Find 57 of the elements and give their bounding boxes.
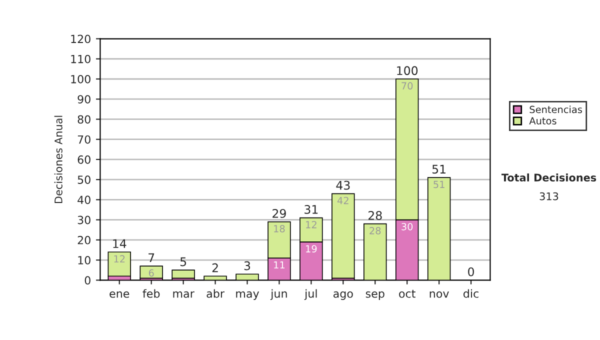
y-tick-label: 90: [78, 95, 90, 104]
total-label: 3: [244, 261, 250, 270]
total-label: 14: [113, 239, 126, 248]
text: Total Decisiones: [501, 173, 596, 182]
data-label: 6: [148, 269, 154, 277]
data-label: 11: [274, 261, 285, 268]
total-label: 2: [212, 263, 218, 272]
y-tick-label: 120: [71, 34, 90, 44]
data-label: 42: [337, 196, 348, 204]
y-tick-label: 110: [71, 54, 90, 64]
x-tick-label: sep: [366, 291, 384, 300]
total-label: 7: [148, 253, 154, 262]
data-label: 12: [114, 255, 125, 262]
x-tick-label: feb: [142, 289, 160, 298]
total-label: 31: [304, 204, 318, 214]
y-tick-label: 30: [78, 216, 90, 224]
y-tick-label: 20: [78, 236, 90, 244]
total-label: 100: [397, 66, 418, 76]
total-label: 29: [272, 208, 286, 218]
text: 313: [540, 192, 558, 200]
y-tick-label: 40: [78, 196, 90, 204]
x-tick-label: ago: [333, 291, 353, 300]
x-tick-label: jul: [304, 289, 317, 300]
x-tick-label: nov: [430, 291, 449, 298]
data-label: 30: [402, 223, 413, 230]
total-label: 43: [336, 180, 350, 190]
y-tick-label: 60: [78, 155, 90, 164]
bar: [140, 266, 163, 279]
x-tick-label: abr: [206, 289, 224, 298]
x-tick-label: dic: [464, 289, 478, 298]
y-tick-label: 70: [78, 135, 90, 144]
x-tick-label: mar: [173, 291, 194, 298]
data-label: 28: [370, 227, 381, 234]
data-label: 51: [434, 180, 444, 188]
y-axis-title: Decisiones Anual: [54, 116, 62, 203]
total-label: 28: [368, 211, 382, 220]
data-label: 19: [306, 245, 317, 252]
x-tick-label: may: [236, 291, 260, 300]
y-tick-label: 100: [71, 74, 90, 84]
x-tick-label: oct: [399, 290, 416, 298]
y-tick-label: 80: [78, 115, 90, 124]
total-label: 5: [180, 257, 186, 266]
data-label: 70: [402, 82, 413, 90]
bar: [332, 193, 355, 279]
x-tick-label: jun: [270, 289, 287, 300]
total-label: 51: [432, 164, 446, 174]
legend-label: Sentencias: [530, 106, 582, 114]
y-tick-label: 10: [78, 256, 90, 264]
bar: [108, 252, 131, 277]
data-label: 12: [306, 220, 316, 228]
bar: [172, 270, 195, 279]
y-tick-label: 0: [84, 276, 90, 285]
data-label: 18: [274, 225, 285, 232]
x-tick-label: ene: [110, 291, 130, 298]
y-tick-label: 50: [78, 176, 90, 184]
total-label: 0: [468, 267, 474, 276]
legend-label: Autos: [529, 117, 556, 125]
